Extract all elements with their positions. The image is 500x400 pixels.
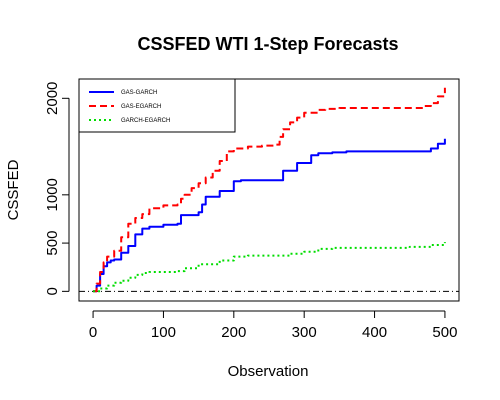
legend-label: GAS-EGARCH (121, 104, 161, 110)
legend-label: GARCH-EGARCH (121, 118, 170, 124)
legend: GAS-GARCH GAS-EGARCH GARCH-EGARCH (79, 79, 235, 132)
y-tick-label: 0 (44, 287, 61, 295)
series-line-gas-garch (93, 139, 445, 291)
x-axis-label: Observation (228, 363, 309, 380)
x-tick-label: 200 (221, 324, 246, 341)
series-line-garch-egarch (93, 242, 445, 291)
chart-title: CSSFED WTI 1-Step Forecasts (137, 34, 398, 54)
x-tick-label: 400 (362, 324, 387, 341)
x-axis: 0 100 200 300 400 500 (89, 311, 458, 341)
y-axis: 0 500 1000 2000 (44, 82, 69, 296)
x-tick-label: 300 (292, 324, 317, 341)
y-tick-label: 500 (44, 231, 61, 256)
y-tick-label: 1000 (44, 178, 61, 211)
x-tick-label: 500 (432, 324, 457, 341)
legend-label: GAS-GARCH (121, 90, 157, 96)
y-axis-label: CSSFED (5, 159, 22, 220)
x-tick-label: 0 (89, 324, 97, 341)
y-tick-label: 2000 (44, 82, 61, 115)
x-tick-label: 100 (151, 324, 176, 341)
